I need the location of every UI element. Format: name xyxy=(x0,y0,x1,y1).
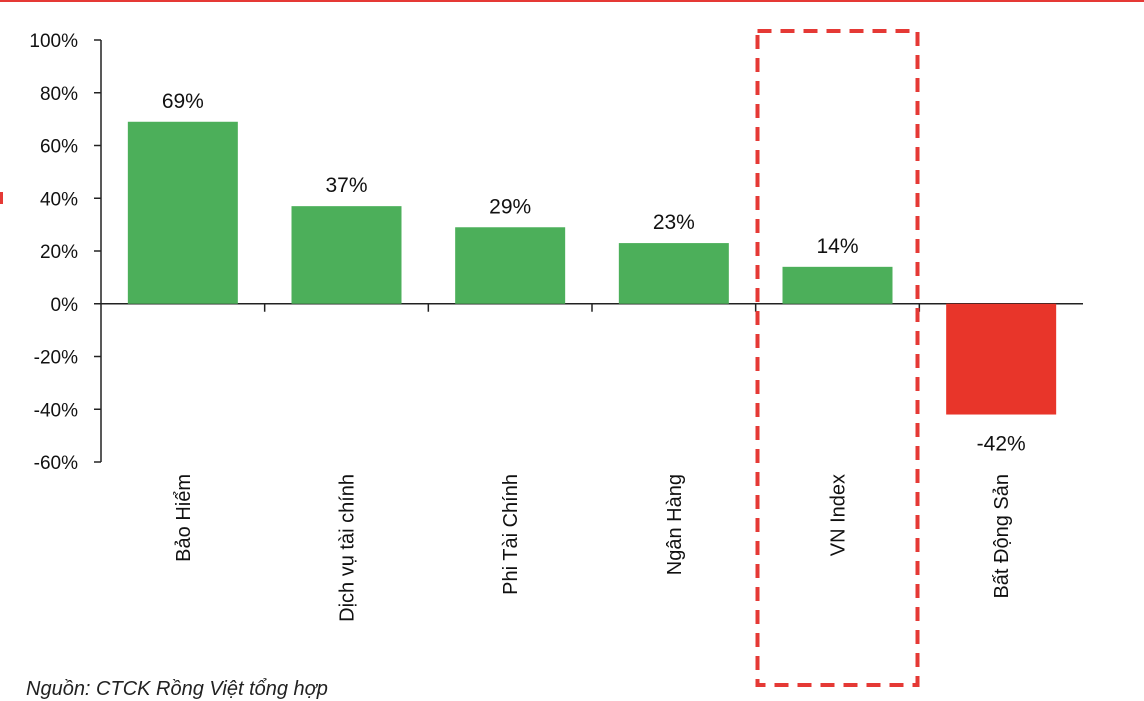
category-label: Ngân Hàng xyxy=(664,474,686,575)
data-label: -42% xyxy=(977,433,1026,456)
bar xyxy=(782,266,893,304)
category-label: Dịch vụ tài chính xyxy=(337,474,359,622)
highlight-box xyxy=(755,29,920,687)
y-tick-label: 40% xyxy=(40,189,78,210)
data-label: 29% xyxy=(489,195,531,218)
category-label: Phi Tài Chính xyxy=(500,474,522,595)
bar xyxy=(291,206,402,304)
y-tick-label: 0% xyxy=(51,295,79,316)
data-label: 23% xyxy=(653,211,695,234)
left-edge-mark xyxy=(0,192,3,204)
y-tick-label: 100% xyxy=(29,31,78,52)
data-label: 37% xyxy=(325,174,367,197)
top-rule xyxy=(0,0,1144,2)
category-label: Bất Động Sản xyxy=(991,474,1013,599)
data-label: 14% xyxy=(816,235,858,258)
y-tick-label: 20% xyxy=(40,242,78,263)
y-tick-label: 60% xyxy=(40,137,78,158)
bar xyxy=(127,121,238,304)
bar xyxy=(455,227,566,304)
bar xyxy=(618,243,729,304)
source-note: Nguồn: CTCK Rồng Việt tổng hợp xyxy=(26,678,328,700)
y-tick-label: -20% xyxy=(34,348,78,369)
bar xyxy=(946,303,1057,415)
y-tick-label: 80% xyxy=(40,84,78,105)
data-label: 69% xyxy=(162,90,204,113)
y-tick-label: -60% xyxy=(34,453,78,474)
category-label: VN Index xyxy=(828,474,850,556)
category-label: Bảo Hiểm xyxy=(173,474,195,562)
y-tick-label: -40% xyxy=(34,400,78,421)
